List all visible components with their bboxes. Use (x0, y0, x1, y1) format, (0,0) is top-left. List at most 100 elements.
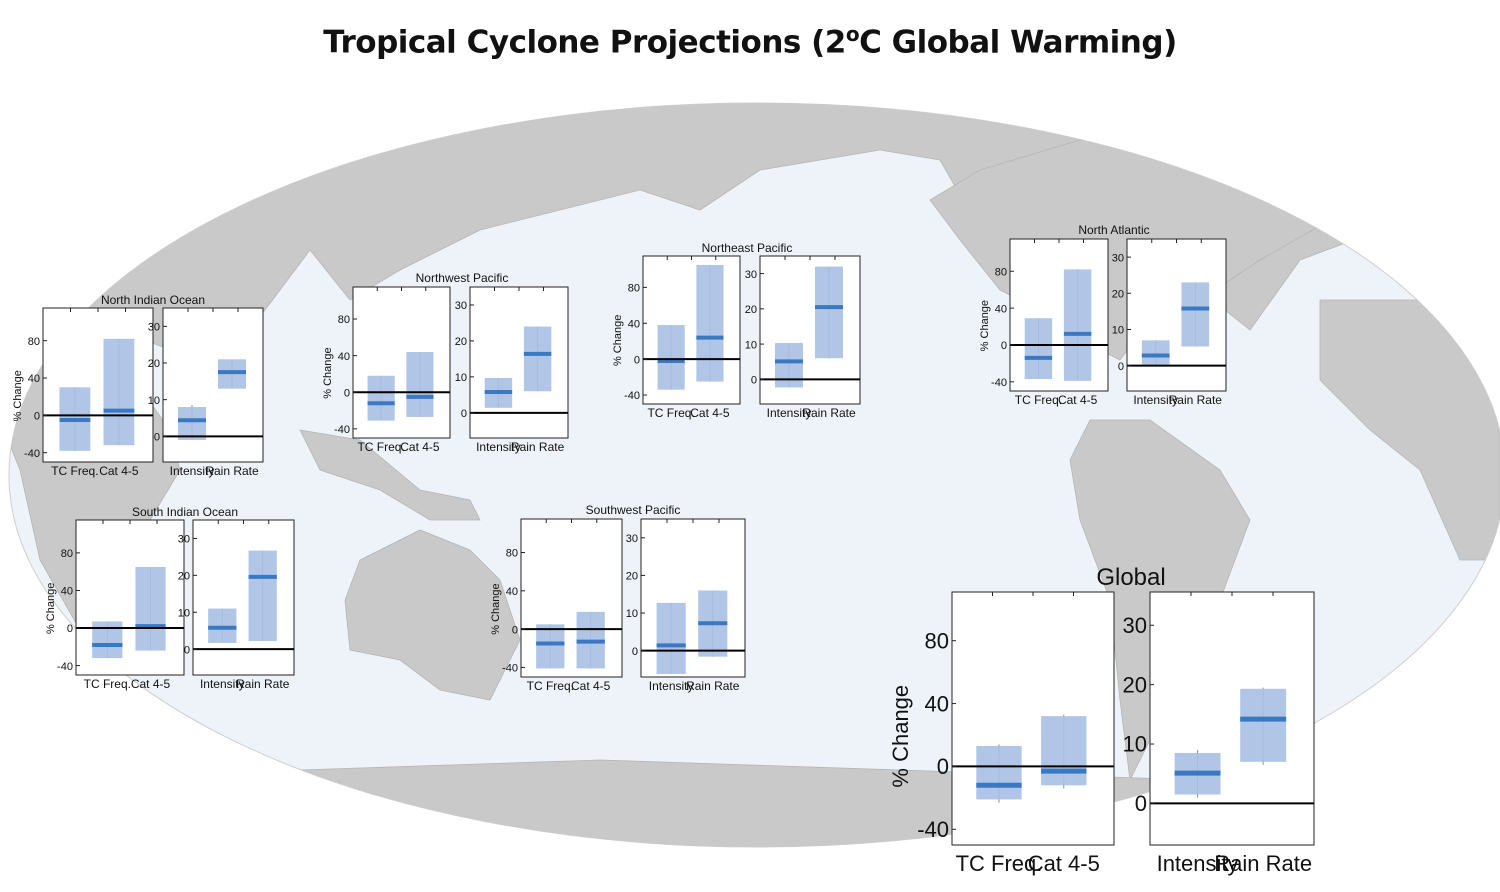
y-tick-label: 0 (512, 624, 518, 636)
category-label: TC Freq. (527, 679, 574, 693)
box (1041, 716, 1087, 786)
category-label: Intensity (200, 677, 245, 691)
y-tick-label: 20 (626, 571, 638, 583)
category-label: Cat 4-5 (400, 440, 440, 454)
right-panel-frame (192, 519, 295, 676)
y-tick-label: -40 (24, 448, 40, 460)
y-tick-label: 10 (1123, 732, 1147, 757)
y-tick-label: 0 (1001, 340, 1007, 352)
box (367, 375, 395, 421)
category-label: Rain Rate (205, 464, 259, 478)
region-chart-northwest-pacific: Northwest Pacific TC Freq.Cat 4-5 -40 0 40 80… (322, 271, 569, 454)
category-label: Rain Rate (1169, 393, 1223, 407)
y-tick-label: 30 (178, 534, 190, 546)
y-tick-label: 20 (1123, 672, 1147, 697)
y-axis-label: % Change (45, 583, 57, 634)
region-chart-south-indian-ocean: South Indian Ocean TC Freq. Cat 4-5 -40 0 40 8… (45, 505, 295, 691)
region-title: Northeast Pacific (702, 241, 793, 255)
category-label: Intensity (1133, 393, 1178, 407)
y-tick-label: 40 (28, 373, 40, 385)
category-label: Cat 4-5 (690, 406, 730, 420)
y-tick-label: 0 (751, 375, 757, 387)
land-masses (9, 103, 1500, 847)
box (1240, 688, 1287, 762)
category-label: TC Freq. (956, 851, 1043, 876)
y-tick-label: 30 (626, 533, 638, 545)
title-text: Tropical Cyclone Projections (2 (323, 24, 846, 61)
category-label: Cat 4-5 (131, 677, 171, 691)
y-tick-label: 80 (338, 314, 350, 326)
box (103, 338, 135, 446)
y-tick-label: 10 (148, 395, 160, 407)
australia (344, 529, 521, 701)
y-tick-label: -40 (991, 377, 1007, 389)
category-label: Intensity (649, 679, 694, 693)
y-axis-label: % Change (490, 583, 502, 634)
y-tick-label: 80 (28, 336, 40, 348)
left-panel-frame (951, 591, 1115, 846)
box (976, 746, 1022, 800)
y-tick-label: 20 (178, 571, 190, 583)
region-title: South Indian Ocean (132, 505, 238, 519)
y-axis-label: % Change (322, 347, 334, 398)
box (406, 351, 434, 417)
region-title: North Indian Ocean (101, 293, 205, 307)
y-tick-label: 30 (455, 300, 467, 312)
y-tick-label: 10 (178, 607, 190, 619)
box (178, 407, 206, 440)
y-tick-label: 80 (628, 283, 640, 295)
y-tick-label: -40 (917, 817, 949, 842)
region-chart-north-indian-ocean: North Indian Ocean TC Freq. Cat 4-5 -40 0 40 8… (12, 293, 264, 478)
y-tick-label: -40 (624, 390, 640, 402)
y-tick-label: 80 (995, 266, 1007, 278)
category-label: TC Freq. (84, 677, 131, 691)
maritime-continent (299, 429, 481, 521)
y-tick-label: 30 (1123, 613, 1147, 638)
region-chart-northeast-pacific: Northeast Pacific TC Freq.Cat 4-5 -40 0 40 80… (612, 241, 861, 420)
box (775, 343, 803, 388)
y-tick-label: -40 (334, 424, 350, 436)
box (1181, 282, 1210, 347)
category-label: TC Freq. (647, 406, 694, 420)
y-tick-label: 40 (925, 691, 949, 716)
y-tick-label: 80 (925, 628, 949, 653)
y-tick-label: 20 (148, 358, 160, 370)
box (92, 621, 123, 659)
box (1063, 269, 1092, 381)
box (208, 608, 237, 643)
y-tick-label: 0 (184, 644, 190, 656)
category-label: Cat 4-5 (99, 464, 139, 478)
region-chart-north-atlantic: North Atlantic TC Freq.Cat 4-5 -40 0 40 80 Int… (979, 223, 1227, 407)
y-axis-label: % Change (612, 315, 624, 366)
region-chart-global: Global TC Freq.Cat 4-5 -40 0 40 80 IntensityRa… (888, 564, 1315, 876)
y-tick-label: 40 (61, 586, 73, 598)
y-tick-label: 30 (1112, 252, 1124, 264)
region-chart-southwest-pacific: Southwest Pacific TC Freq.Cat 4-5 -40 0 40 80… (490, 503, 746, 693)
category-label: Rain Rate (802, 406, 856, 420)
y-tick-label: 0 (1118, 361, 1124, 373)
y-tick-label: 40 (506, 586, 518, 598)
box (1024, 318, 1053, 380)
box (656, 602, 686, 674)
box (523, 326, 552, 392)
y-tick-label: 0 (1135, 791, 1147, 816)
title-text-suffix: C Global Warming) (859, 24, 1177, 61)
y-tick-label: 20 (745, 304, 757, 316)
right-panel-frame (1149, 591, 1315, 846)
category-label: Cat 4-5 (1058, 393, 1098, 407)
region-title: North Atlantic (1078, 223, 1149, 237)
category-label: Cat 4-5 (1028, 851, 1100, 876)
y-axis-label: % Change (888, 685, 913, 788)
y-tick-label: 0 (634, 354, 640, 366)
region-title: Northwest Pacific (416, 271, 509, 285)
y-tick-label: 20 (455, 336, 467, 348)
y-tick-label: 0 (154, 432, 160, 444)
category-label: TC Freq. (51, 464, 98, 478)
y-tick-label: 0 (632, 646, 638, 658)
category-label: Intensity (476, 440, 521, 454)
y-tick-label: 0 (344, 387, 350, 399)
y-tick-label: 30 (745, 269, 757, 281)
y-tick-label: 0 (461, 408, 467, 420)
category-label: Intensity (767, 406, 812, 420)
y-tick-label: 20 (1112, 288, 1124, 300)
